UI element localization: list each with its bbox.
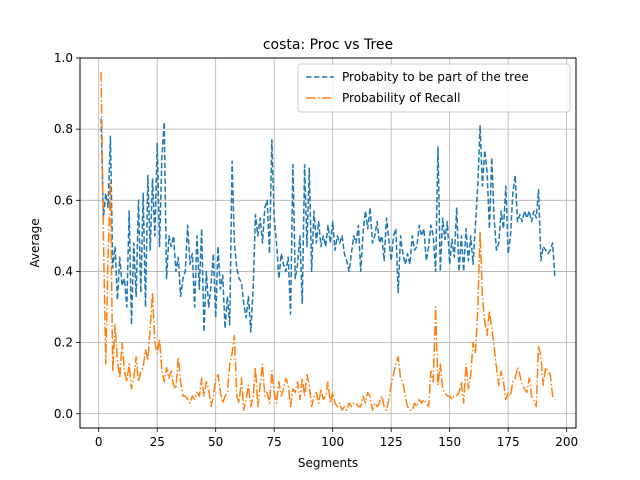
y-tick-label: 0.2 [54,336,73,350]
x-tick-label: 25 [150,435,165,449]
x-tick-label: 200 [555,435,578,449]
y-tick-label: 0.6 [54,193,73,207]
x-axis-label: Segments [298,456,358,470]
plot-area [100,72,556,411]
series-line-recall-probability [100,72,556,411]
y-axis-label: Average [28,218,42,267]
series-line-tree-probability [100,118,556,333]
x-tick-label: 50 [208,435,223,449]
axes-frame [79,57,577,429]
x-tick-label: 175 [497,435,520,449]
x-tick-label: 75 [267,435,282,449]
y-axis-ticks: 0.0 0.2 0.4 0.6 0.8 1.0 [54,51,80,421]
x-tick-label: 0 [95,435,103,449]
x-tick-label: 150 [438,435,461,449]
x-tick-label: 100 [321,435,344,449]
legend-label-tree: Probabity to be part of the tree [342,70,529,84]
legend: Probabity to be part of the tree Probabi… [297,63,571,113]
chart-title: costa: Proc vs Tree [263,37,393,53]
legend-label-recall: Probability of Recall [342,91,460,105]
y-tick-label: 1.0 [54,51,73,65]
x-tick-label: 125 [380,435,403,449]
x-axis-ticks: 0 25 50 75 100 125 150 175 200 [95,428,578,449]
y-tick-label: 0.4 [54,264,73,278]
y-tick-label: 0.0 [54,407,73,421]
y-tick-label: 0.8 [54,122,73,136]
legend-box [297,63,571,113]
